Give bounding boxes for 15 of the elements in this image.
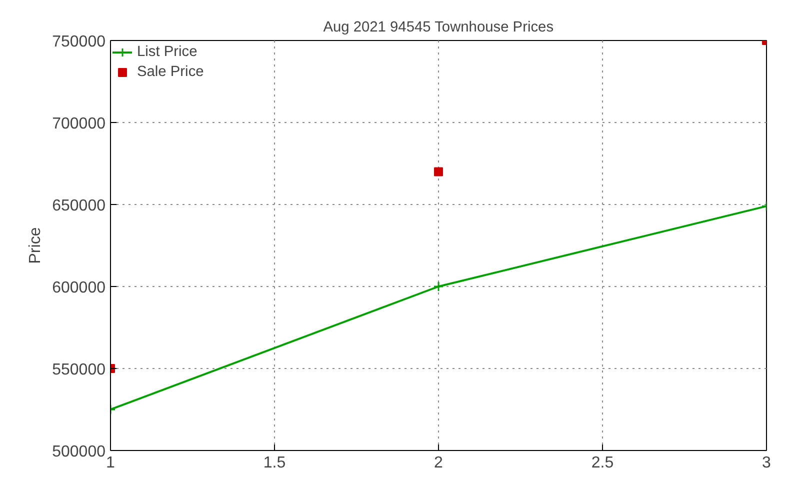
x-tick-label: 3 (762, 454, 772, 472)
x-tick-label: 2 (434, 454, 444, 472)
y-tick-label: 650000 (52, 198, 106, 214)
legend-label: List Price (137, 44, 198, 60)
chart-title: Aug 2021 94545 Townhouse Prices (323, 20, 554, 36)
y-tick-label: 550000 (52, 362, 106, 378)
y-tick-label: 500000 (52, 444, 106, 460)
x-tick-label: 2.5 (591, 454, 614, 472)
x-tick-label: 1 (106, 454, 116, 472)
legend-label: Sale Price (137, 64, 204, 80)
y-axis-title: Price (27, 227, 44, 264)
y-tick-label: 600000 (52, 280, 106, 296)
y-tick-label: 700000 (52, 116, 106, 132)
x-tick-label: 1.5 (263, 454, 286, 472)
y-tick-label: 750000 (52, 34, 106, 50)
